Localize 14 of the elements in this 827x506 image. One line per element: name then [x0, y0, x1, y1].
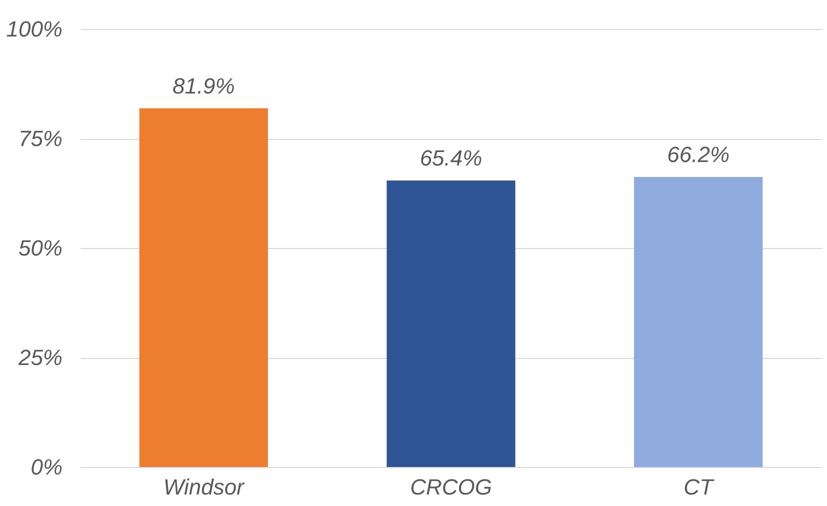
y-tick-label: 0%: [30, 454, 62, 480]
data-label: 65.4%: [420, 146, 482, 171]
y-tick-label: 75%: [18, 126, 62, 151]
x-tick-label: CT: [684, 474, 715, 500]
y-tick-label: 50%: [18, 236, 62, 260]
y-tick-label: 100%: [6, 16, 62, 42]
data-label: 81.9%: [172, 73, 235, 98]
y-tick-label: 25%: [17, 345, 62, 370]
x-tick-label: CRCOG: [410, 474, 492, 500]
data-label: 66.2%: [667, 142, 730, 168]
bar: [139, 108, 268, 467]
bar: [386, 180, 516, 467]
x-tick-label: Windsor: [163, 474, 246, 500]
bar: [634, 177, 763, 467]
